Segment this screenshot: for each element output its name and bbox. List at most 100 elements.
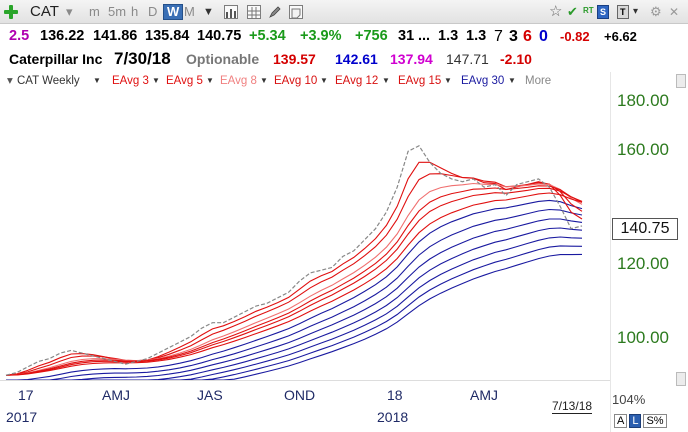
chevron-down-icon-legend-6[interactable]: ▼	[444, 76, 452, 85]
quote-n6: 6	[523, 28, 532, 45]
symbol-input[interactable]: CAT	[30, 3, 59, 20]
quote-n0: 0	[539, 28, 548, 45]
bottom-badges: A L S%	[614, 414, 669, 428]
quote-pos: +6.62	[604, 29, 637, 44]
company-v4: 147.71	[446, 51, 489, 67]
quote-gmma: +756	[355, 28, 388, 44]
date-flag: 7/13/18	[552, 399, 593, 414]
legend-item-eavg15[interactable]: EAvg 15	[398, 75, 442, 87]
chevron-down-icon-legend-2[interactable]: ▼	[206, 76, 214, 85]
x-label-amj-2: AMJ	[470, 387, 498, 403]
year-label-2018: 2018	[377, 409, 409, 425]
y-tick-100: 100.00	[617, 328, 669, 347]
legend-chevron-icon[interactable]: ▾	[7, 75, 13, 87]
quote-date: 7/30/18	[114, 49, 171, 68]
optionable-label: Optionable	[186, 51, 260, 67]
quote-open: 136.22	[40, 28, 85, 44]
chevron-down-icon-2[interactable]: ▾	[633, 6, 639, 17]
company-name: Caterpillar Inc	[9, 51, 103, 67]
gear-icon[interactable]: ⚙	[650, 4, 662, 19]
chevron-down-icon-legend-5[interactable]: ▼	[382, 76, 390, 85]
timeframe-d[interactable]: D	[148, 4, 158, 19]
legend-row: ▾ CAT Weekly ▼ EAvg 3 ▼ EAvg 5 ▼ EAvg 8 …	[0, 71, 610, 91]
chevron-down-icon-legend-7[interactable]: ▼	[508, 76, 516, 85]
chevron-down-icon[interactable]: ▾	[66, 4, 73, 19]
toolbar: CAT ▾ m 5m h D W M ▼ ☆ ✔ RT S T ▾ ⚙ ✕	[0, 0, 688, 24]
scroll-down-button[interactable]	[676, 372, 686, 386]
note-icon[interactable]	[289, 5, 303, 19]
quote-change: +5.34	[249, 28, 286, 44]
quote-close: 140.75	[197, 28, 242, 44]
grid-icon[interactable]	[247, 5, 261, 19]
timeframe-w[interactable]: W	[163, 4, 184, 20]
quote-n7: 7	[494, 28, 503, 45]
ema-short-3	[5, 161, 583, 376]
company-v2: 142.61	[335, 51, 378, 67]
legend-item-eavg10[interactable]: EAvg 10	[274, 75, 318, 87]
quote-low: 135.84	[145, 28, 190, 44]
ema-short-10	[5, 185, 583, 376]
legend-item-cat-weekly[interactable]: CAT Weekly	[17, 75, 80, 87]
log-scale-badge[interactable]: L	[629, 414, 642, 428]
quote-change-small: 2.5	[9, 28, 30, 44]
chevron-down-icon-legend-1[interactable]: ▼	[152, 76, 160, 85]
pencil-icon[interactable]	[268, 5, 282, 19]
legend-more[interactable]: More	[525, 75, 552, 87]
ema-short-5	[5, 173, 583, 376]
legend-item-eavg30[interactable]: EAvg 30	[461, 75, 505, 87]
legend-item-eavg8[interactable]: EAvg 8	[220, 75, 257, 87]
chart-bottom-divider	[0, 380, 610, 381]
quote-row: 2.5 136.22 141.86 135.84 140.75 +5.34 +3…	[0, 25, 688, 48]
scroll-up-button[interactable]	[676, 74, 686, 88]
year-label-2017: 2017	[6, 409, 38, 425]
quote-ellipsis: ...	[418, 28, 431, 44]
t-badge[interactable]: T	[617, 5, 629, 19]
timeframe-dropdown-icon[interactable]: ▼	[203, 6, 214, 18]
add-symbol-icon[interactable]	[3, 4, 19, 20]
ema-long-34	[6, 253, 583, 381]
checkmark-icon[interactable]: ✔	[567, 4, 578, 19]
close-icon[interactable]: ✕	[669, 5, 680, 19]
x-label-ond: OND	[284, 387, 316, 403]
quote-n3: 3	[509, 28, 518, 45]
auto-scale-badge[interactable]: A	[614, 414, 628, 428]
company-v1: 139.57	[273, 51, 316, 67]
ema-long-25	[6, 227, 583, 381]
chart-right-divider	[610, 72, 611, 432]
quote-r1: 1.3	[438, 28, 459, 44]
timeframe-m[interactable]: m	[89, 4, 100, 19]
percent-scale-badge[interactable]: S%	[643, 414, 667, 428]
y-tick-180: 180.00	[617, 91, 669, 110]
company-row: Caterpillar Inc 7/30/18 Optionable 139.5…	[0, 48, 688, 70]
star-icon[interactable]: ☆	[549, 3, 563, 20]
legend-item-eavg12[interactable]: EAvg 12	[335, 75, 379, 87]
ema-long-16	[6, 199, 583, 381]
quote-val-31: 31	[398, 28, 415, 44]
x-label-jas: JAS	[197, 387, 223, 403]
s-badge[interactable]: S	[597, 5, 610, 19]
x-label-18: 18	[387, 387, 403, 403]
chevron-down-icon-legend-4[interactable]: ▼	[320, 76, 328, 85]
chevron-down-icon-legend-3[interactable]: ▼	[260, 76, 268, 85]
ema-short-12	[5, 187, 583, 376]
y-tick-120: 120.00	[617, 254, 669, 273]
ema-long-22	[6, 218, 583, 381]
price-line	[5, 145, 583, 376]
timeframe-h[interactable]: h	[131, 4, 139, 19]
x-label-17: 17	[18, 387, 34, 403]
company-v3: 137.94	[390, 51, 433, 67]
zoom-level[interactable]: 104%	[612, 392, 646, 407]
chevron-down-icon-legend-0[interactable]: ▼	[93, 76, 101, 85]
company-v5: -2.10	[500, 51, 532, 67]
bar-chart-icon[interactable]	[224, 5, 238, 19]
timeframe-m-monthly[interactable]: M	[184, 4, 195, 19]
legend-item-eavg3[interactable]: EAvg 3	[112, 75, 149, 87]
quote-r2: 1.3	[466, 28, 487, 44]
rt-badge[interactable]: RT	[583, 6, 594, 15]
quote-change-pct: +3.9%	[300, 28, 342, 44]
legend-item-eavg5[interactable]: EAvg 5	[166, 75, 203, 87]
quote-neg: -0.82	[560, 29, 590, 44]
ema-long-19	[6, 208, 583, 381]
timeframe-5m[interactable]: 5m	[108, 4, 127, 19]
